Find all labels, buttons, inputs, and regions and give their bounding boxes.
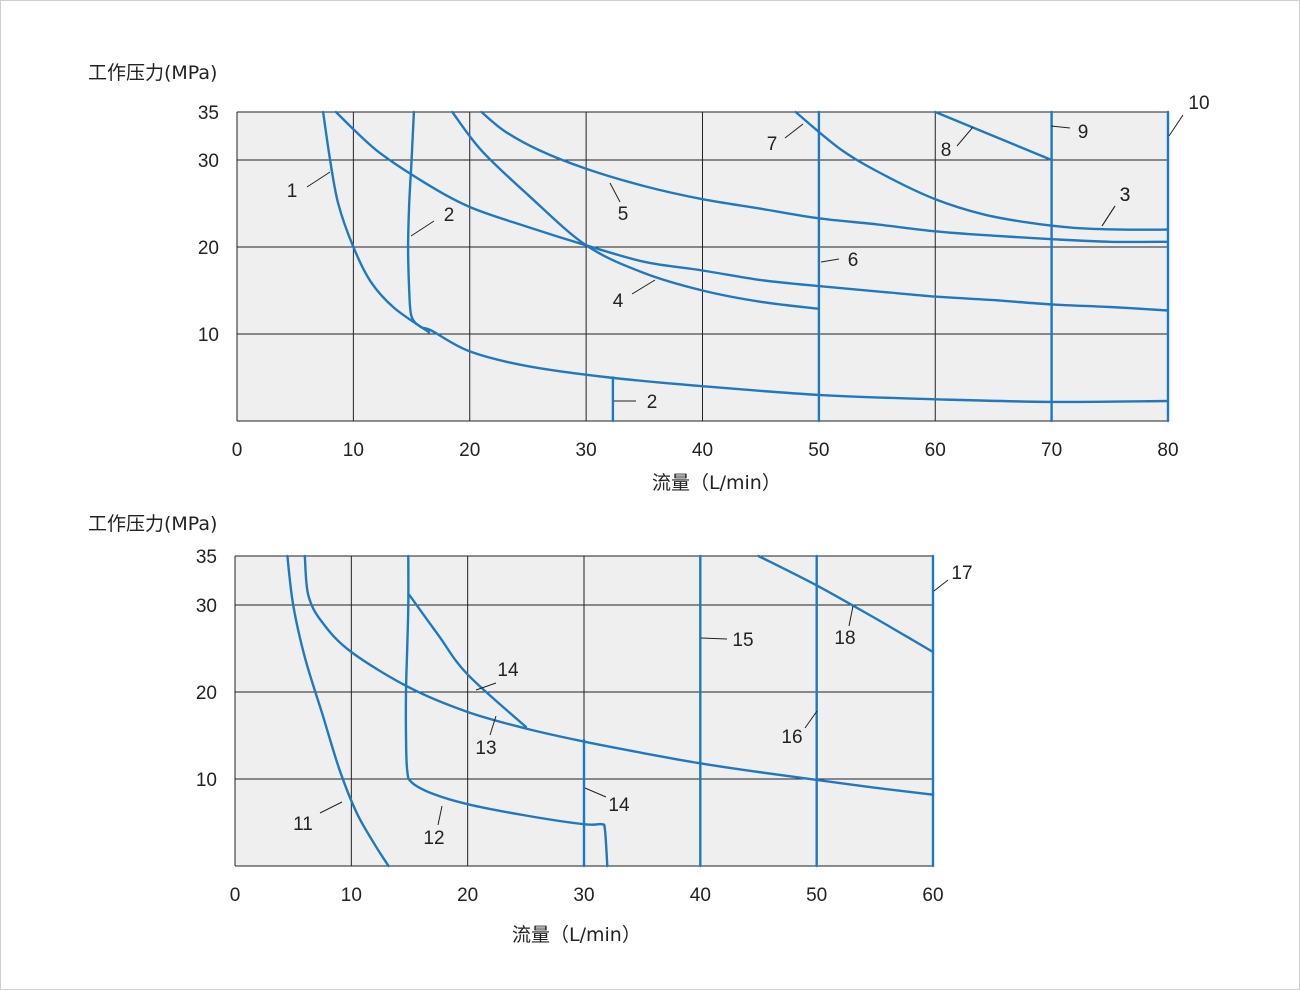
chart-2-series-14-line [408,594,527,728]
chart-2-callout-label: 12 [423,828,444,849]
chart-1-x-tick-label: 20 [459,440,480,461]
chart-1-callout-label: 2 [647,392,658,413]
chart-2-callout-label: 18 [834,628,855,649]
chart-1-callout-label: 3 [1120,185,1131,206]
chart-1-y-tick-label: 35 [198,103,219,124]
chart-2-callout-label: 15 [732,630,753,651]
chart-1-callout-label: 3 [1120,185,1131,206]
chart-2-x-tick-label: 0 [230,885,241,906]
chart-2-x-tick-label: 60 [922,885,943,906]
chart-1-callout-leader [410,220,435,237]
chart-1-callout-leader [956,126,974,147]
chart-1-x-tick-label: 0 [232,440,243,461]
chart-1-callout-label: 7 [767,134,778,155]
chart-1-y-tick-label: 10 [198,325,219,346]
chart-2-series-12-line [404,554,609,868]
chart-2-series-18-line [757,554,935,654]
chart-2-callout-label: 13 [475,738,496,759]
chart-2-x-tick-label: 40 [690,885,711,906]
chart-1-callout-leader [820,258,840,263]
chart-1-series-5-line [480,110,1170,244]
chart-1-x-tick-label: 50 [808,440,829,461]
chart-1-series-3-line [334,110,1170,312]
chart-1-callout-leader [1101,205,1116,227]
chart-1-x-tick-label: 80 [1157,440,1178,461]
chart-1-x-tick-label: 10 [343,440,364,461]
chart-2-y-tick-label: 35 [196,547,217,568]
chart-1-callout-leader [306,171,331,188]
chart-1-callout-label: 4 [613,291,624,312]
chart-1-callout-leader [609,182,621,203]
chart-2-callout-leader [319,801,343,814]
chart-1-callout-label: 6 [848,250,859,271]
chart-1-series-8-line [934,110,1053,162]
chart-1-x-tick-label: 70 [1041,440,1062,461]
chart-2-callout-label: 14 [497,660,519,681]
chart-1-callout-label: 9 [1078,122,1089,143]
chart-2-callout-leader [437,805,443,826]
chart-1-callout-leader [1050,125,1071,129]
chart-1-y-tick-label: 30 [198,151,219,172]
chart-1-series-2-line [406,110,1170,404]
chart-1-series-7-line [794,110,1170,231]
chart-1-callout-label: 1 [287,181,298,202]
chart-1-y-axis-title: 工作压力(MPa) [88,62,217,84]
chart-2-y-tick-label: 30 [196,596,217,617]
chart-2-y-tick-label: 10 [196,770,217,791]
chart-2-callout-label: 11 [293,814,313,835]
chart-2-callout-leader [700,637,728,640]
chart-2-callout-leader [584,787,607,798]
chart-1-x-tick-label: 30 [576,440,597,461]
chart-1-series-4-line [451,110,821,310]
chart-2-callout-label: 14 [608,795,630,816]
chart-2-x-tick-label: 50 [806,885,827,906]
chart-2-x-tick-label: 10 [341,885,362,906]
chart-2-y-tick-label: 20 [196,683,217,704]
chart-1-callout-leader [631,279,656,295]
chart-2-x-axis-title: 流量（L/min） [512,924,641,946]
chart-2-series-11-line [286,554,390,868]
chart-1-series-1-line [321,110,431,334]
chart-2-callout-leader [848,605,854,627]
chart-2-callout-leader [475,682,497,691]
chart-2-y-axis-title: 工作压力(MPa) [88,513,217,535]
chart-2-series-13-line [303,554,935,796]
chart-1-callout-label: 8 [941,140,952,161]
chart-2-callout-label: 17 [951,563,972,584]
chart-1-callout-leader [1168,114,1184,137]
chart-2-callout-label: 16 [781,727,802,748]
chart-1-callout-label: 10 [1188,93,1209,114]
chart-1-x-axis-title: 流量（L/min） [652,472,781,494]
chart-1-x-tick-label: 40 [692,440,713,461]
chart-1-callout-label: 5 [618,204,629,225]
chart-2-callout-leader [489,715,497,736]
chart-1-callout-label: 2 [444,205,455,226]
chart-1-callout-leader [784,123,804,139]
chart-2: 0 10 20 30 40 50 60 10 20 30 35 11 12 13 14 14 15 16 17 18… [88,513,973,946]
chart-2-callout-leader [933,579,949,592]
chart-2-x-tick-label: 30 [573,885,594,906]
chart-1-x-tick-label: 60 [925,440,946,461]
chart-2-x-tick-label: 20 [457,885,478,906]
chart-2-callout-leader [804,710,818,729]
chart-1-y-tick-label: 20 [198,238,219,259]
